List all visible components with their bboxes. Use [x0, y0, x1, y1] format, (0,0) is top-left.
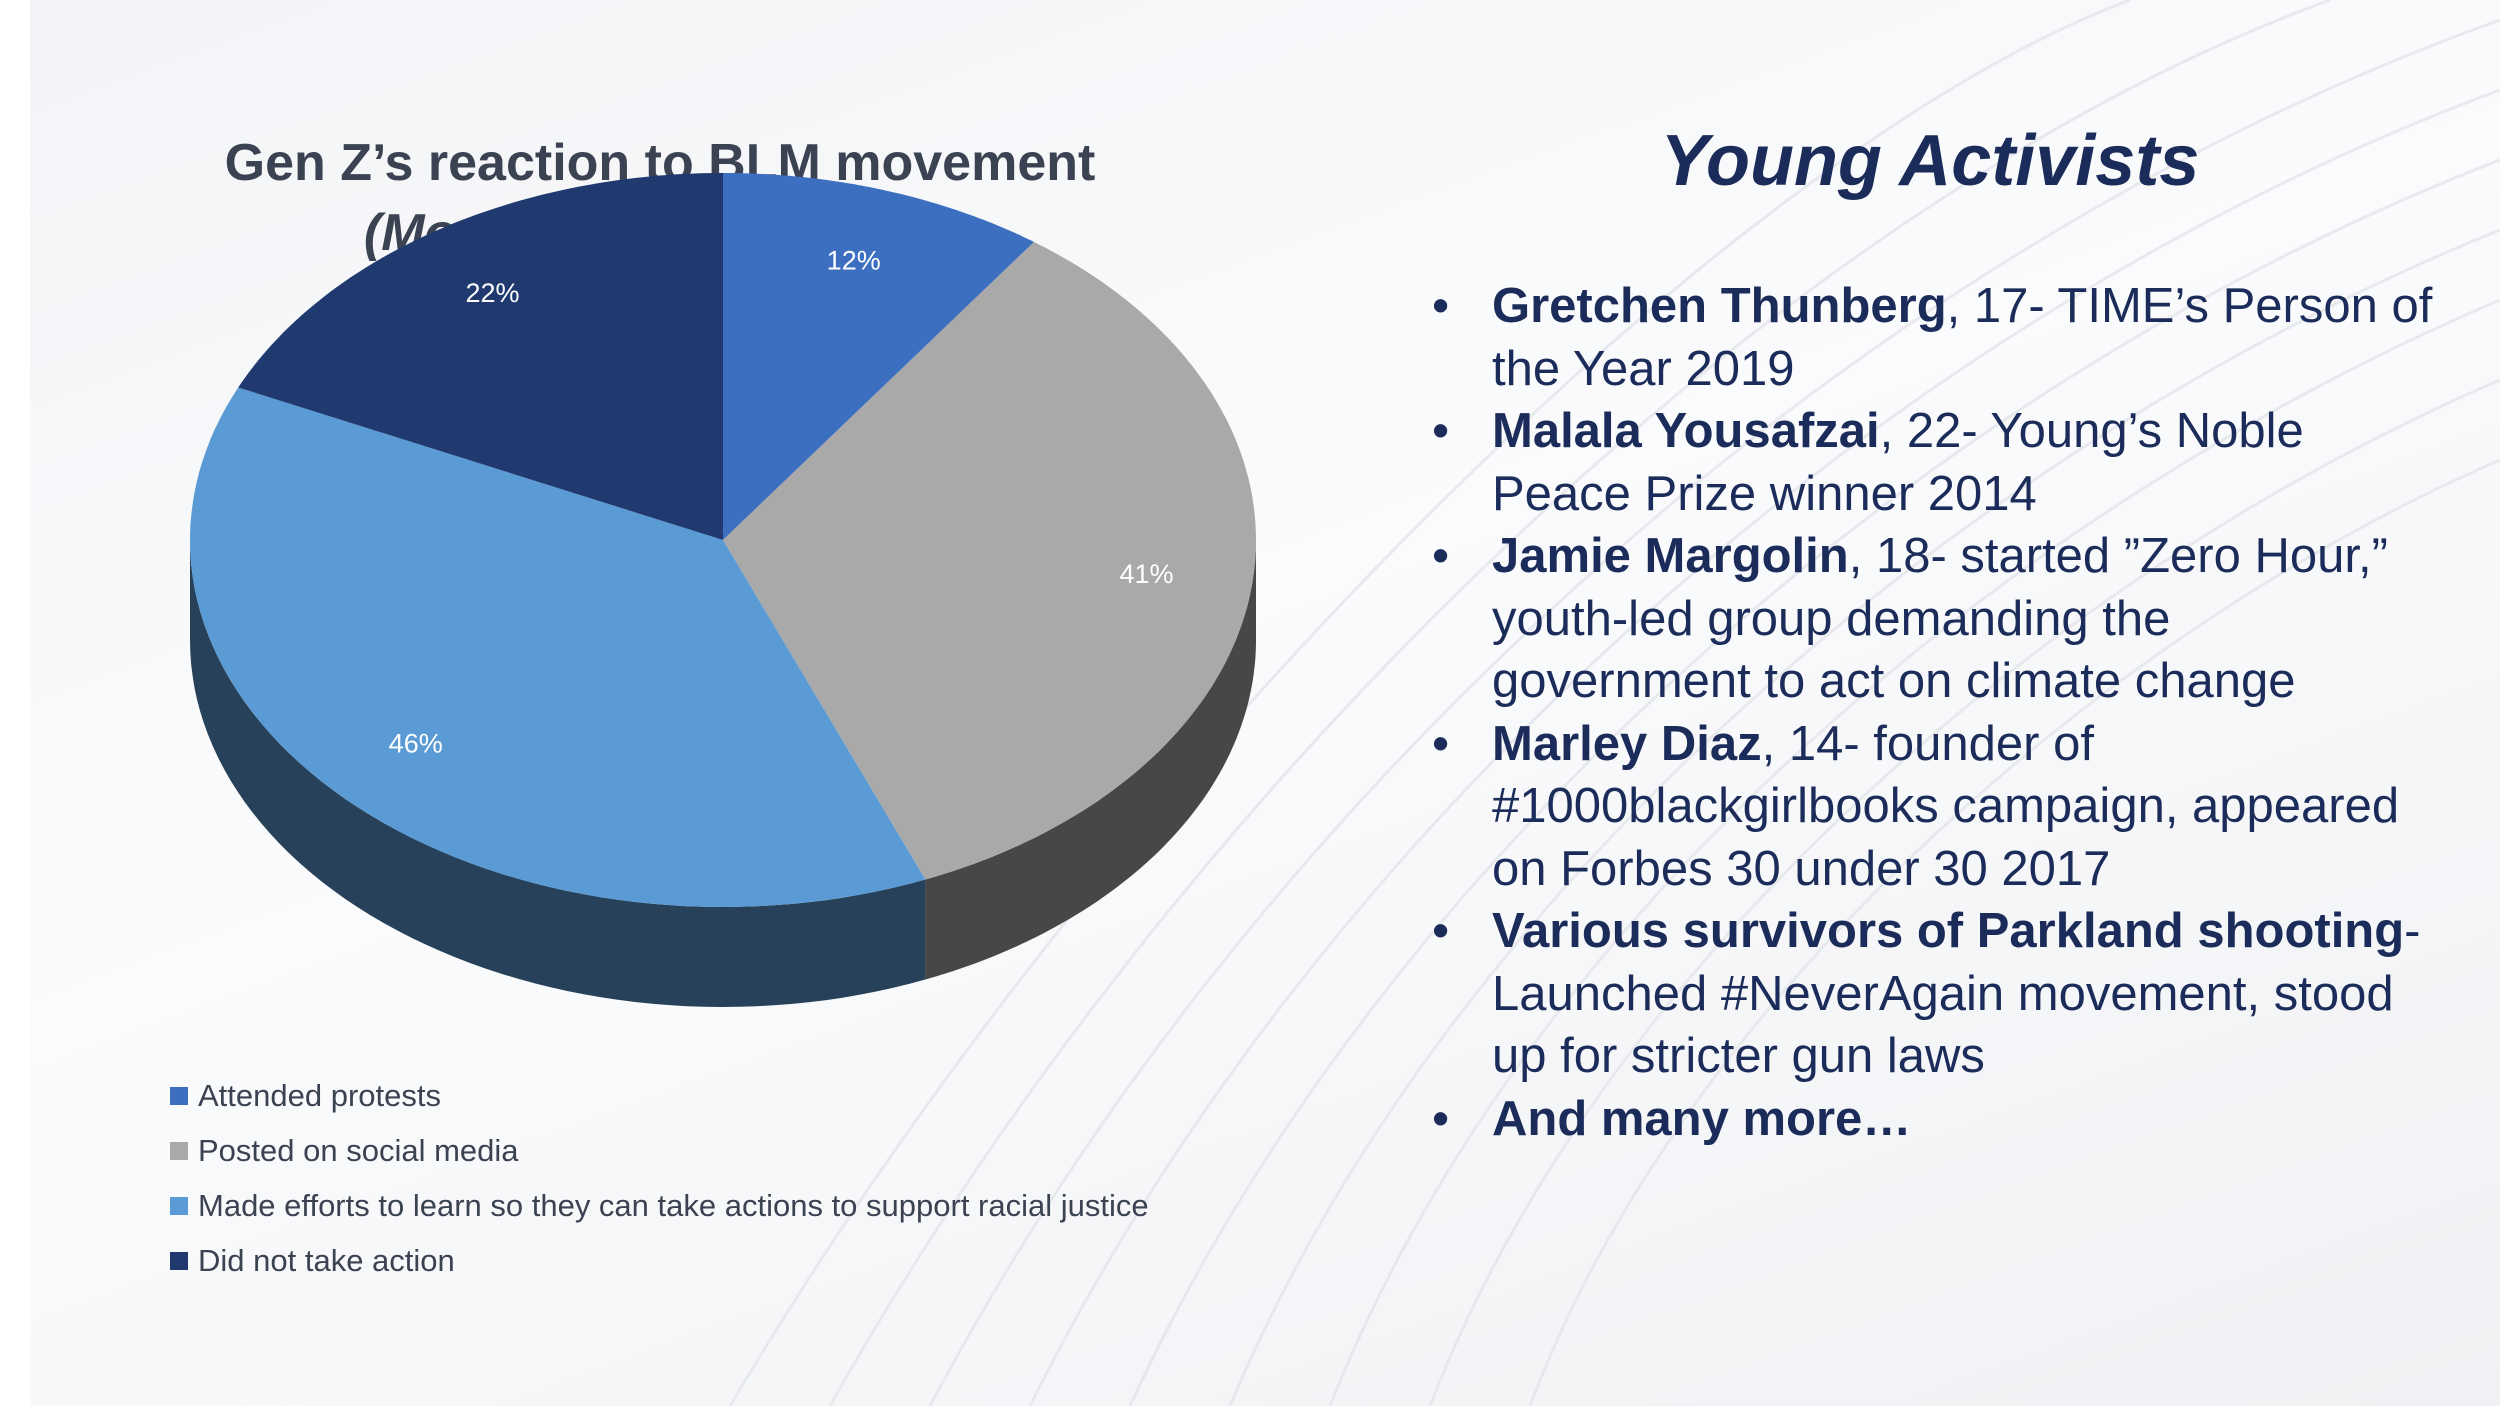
pie-slice-side-2 — [190, 540, 926, 1007]
legend-swatch — [170, 1086, 188, 1105]
bullet-icon: • — [1432, 904, 1450, 958]
pie-slice-0 — [723, 173, 1034, 540]
activist-item: • Marley Diaz, 14- founder of #1000blackg… — [1432, 713, 2442, 901]
activist-item: • Jamie Margolin, 18- started ”Zero Hour,… — [1432, 525, 2442, 713]
legend-label: Did not take action — [198, 1242, 455, 1278]
background-swirl — [728, 0, 2500, 1406]
bullet-icon: • — [1432, 279, 1450, 333]
pie-slice-1 — [723, 242, 1256, 880]
bullet-icon: • — [1432, 716, 1450, 771]
pie-chart: 12% 41% 46% 22% — [190, 173, 1256, 1007]
activist-description: , 18- started ”Zero Hour,” youth-led gro… — [1492, 529, 2388, 708]
pie-slice-3 — [238, 173, 723, 540]
legend-swatch — [170, 1141, 188, 1160]
legend-swatch — [170, 1251, 188, 1270]
pie-top-faces — [190, 173, 1256, 907]
activist-name: Jamie Margolin — [1492, 529, 1849, 583]
bullet-icon: • — [1432, 1091, 1450, 1146]
pie-slice-2 — [190, 387, 926, 907]
bullet-icon: • — [1432, 404, 1450, 458]
activist-item: • Various survivors of Parkland shooting-… — [1432, 900, 2442, 1088]
chart-legend: Attended protests Posted on social media M… — [170, 1068, 1149, 1288]
pie-data-label-3: 22% — [465, 278, 519, 308]
pie-slice-side-1 — [925, 540, 1256, 980]
young-activists-title: Young Activists — [1660, 121, 2200, 201]
activist-name: And many more… — [1492, 1091, 1912, 1146]
pie-data-label-1: 41% — [1119, 559, 1173, 589]
activist-name: Malala Yousafzai — [1492, 404, 1880, 458]
legend-label: Posted on social media — [198, 1132, 519, 1168]
activist-description: , 22- Young’s Noble Peace Prize winner 2… — [1492, 404, 2304, 521]
pie-data-label-0: 12% — [827, 246, 881, 276]
pie-side-walls — [190, 540, 1256, 1007]
pie-data-labels: 12% 41% 46% 22% — [389, 246, 1174, 759]
activist-item: • Malala Yousafzai, 22- Young’s Noble Pea… — [1432, 400, 2442, 525]
activist-item: • Gretchen Thunberg, 17- TIME’s Person of… — [1432, 275, 2442, 400]
activist-description: , 17- TIME’s Person of the Year 2019 — [1492, 279, 2433, 396]
legend-label: Attended protests — [198, 1077, 441, 1113]
activist-description: - Launched #NeverAgain movement, stood u… — [1492, 904, 2421, 1083]
activist-name: Various survivors of Parkland shooting — [1492, 904, 2405, 958]
bullet-icon: • — [1432, 529, 1450, 583]
activists-list: • Gretchen Thunberg, 17- TIME’s Person of… — [1432, 275, 2442, 1150]
legend-item: Did not take action — [170, 1233, 1149, 1288]
activist-item: • And many more… — [1432, 1088, 2442, 1151]
legend-item: Made efforts to learn so they can take a… — [170, 1178, 1149, 1233]
activist-name: Marley Diaz — [1492, 716, 1762, 771]
pie-data-label-2: 46% — [389, 729, 443, 759]
legend-item: Attended protests — [170, 1068, 1149, 1123]
activist-description: , 14- founder of #1000blackgirlbooks cam… — [1492, 716, 2400, 896]
legend-swatch — [170, 1196, 188, 1215]
legend-item: Posted on social media — [170, 1123, 1149, 1178]
legend-label: Made efforts to learn so they can take a… — [198, 1187, 1149, 1223]
activist-name: Gretchen Thunberg — [1492, 279, 1947, 333]
